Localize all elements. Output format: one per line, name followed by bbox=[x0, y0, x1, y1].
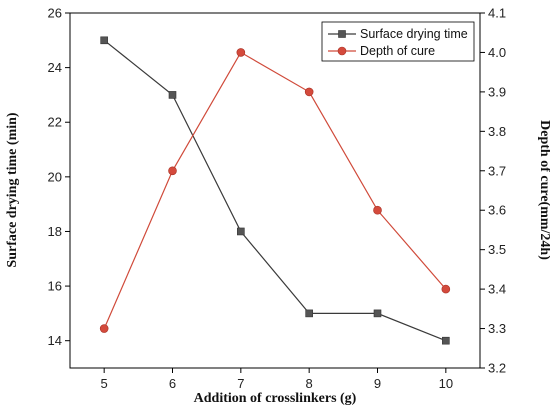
series-line-1 bbox=[103, 51, 447, 329]
legend-label-depth-of-cure: Depth of cure bbox=[360, 44, 435, 58]
data-point-surface-drying-time bbox=[305, 309, 313, 318]
legend-marker-circle bbox=[337, 46, 347, 56]
y-tick-label: 22 bbox=[48, 115, 62, 130]
y2-tick-label: 3.6 bbox=[488, 203, 506, 218]
x-axis-title: Addition of crosslinkers (g) bbox=[194, 391, 357, 406]
y2-tick-label: 3.5 bbox=[488, 242, 506, 257]
y-tick-label: 26 bbox=[48, 6, 62, 21]
y-axis-left-title: Surface drying time (min) bbox=[5, 112, 20, 267]
legend-marker-square bbox=[338, 30, 346, 38]
x-tick-label: 7 bbox=[237, 376, 244, 391]
data-point-depth-of-cure bbox=[441, 284, 451, 294]
data-point-surface-drying-time bbox=[237, 227, 245, 236]
x-axis: 5 6 7 8 9 10 bbox=[101, 368, 453, 391]
x-tick-label: 6 bbox=[169, 376, 176, 391]
y-tick-label: 18 bbox=[48, 224, 62, 239]
data-point-depth-of-cure bbox=[168, 166, 177, 176]
data-point-surface-drying-time bbox=[168, 91, 177, 99]
y2-tick-label: 3.9 bbox=[488, 84, 506, 99]
y-tick-label: 20 bbox=[48, 169, 62, 184]
x-tick-label: 9 bbox=[374, 376, 381, 391]
y-tick-label: 24 bbox=[48, 60, 62, 75]
data-point-depth-of-cure bbox=[236, 48, 246, 57]
legend: Surface drying time Depth of cure bbox=[321, 21, 475, 62]
x-tick-label: 8 bbox=[306, 376, 313, 391]
y2-tick-label: 3.3 bbox=[488, 321, 506, 336]
y2-tick-label: 4.0 bbox=[488, 45, 506, 60]
data-point-surface-drying-time bbox=[442, 336, 450, 345]
y-tick-label: 14 bbox=[48, 333, 62, 348]
plot-frame bbox=[69, 12, 481, 369]
y-axis-right: 3.2 3.3 3.4 3.5 3.6 3.7 3.8 3.9 4.0 4.1 bbox=[480, 6, 506, 376]
data-point-surface-drying-time bbox=[100, 36, 108, 45]
x-tick-label: 5 bbox=[101, 376, 108, 391]
data-point-depth-of-cure bbox=[304, 87, 314, 97]
series-layer bbox=[99, 36, 451, 345]
y-axis-right-title: Depth of cure(mm/24h) bbox=[537, 120, 550, 260]
y2-tick-label: 3.4 bbox=[488, 282, 506, 297]
data-point-surface-drying-time bbox=[373, 309, 382, 318]
legend-box bbox=[321, 21, 475, 62]
y-tick-label: 16 bbox=[48, 279, 62, 294]
series-line-0 bbox=[103, 39, 447, 342]
y2-tick-label: 3.2 bbox=[488, 361, 506, 376]
y2-tick-label: 4.1 bbox=[488, 6, 506, 21]
y-axis-left: 14 16 18 20 22 24 26 bbox=[48, 6, 70, 348]
x-tick-label: 10 bbox=[439, 376, 453, 391]
y2-tick-label: 3.8 bbox=[488, 124, 506, 139]
data-point-depth-of-cure bbox=[373, 205, 382, 215]
legend-label-surface-drying-time: Surface drying time bbox=[360, 27, 468, 41]
data-point-depth-of-cure bbox=[99, 324, 109, 333]
y2-tick-label: 3.7 bbox=[488, 163, 506, 178]
